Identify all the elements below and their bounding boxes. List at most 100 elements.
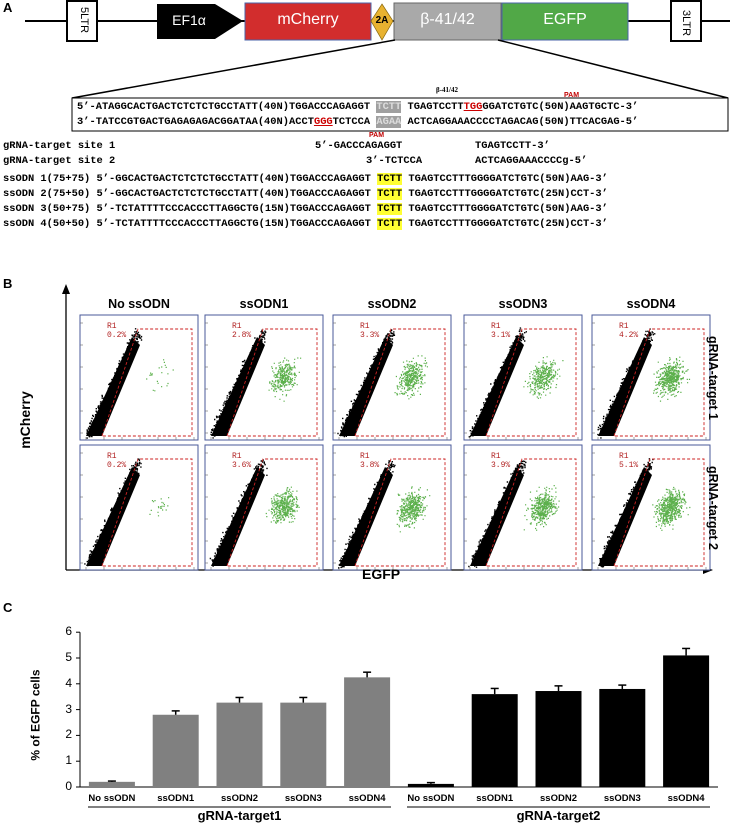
r1-gate bbox=[485, 458, 577, 567]
category-label: ssODN4 bbox=[667, 793, 705, 804]
mcherry-population-core bbox=[86, 337, 140, 436]
gate-value: 3.3% bbox=[360, 331, 380, 340]
r1-gate bbox=[613, 328, 705, 437]
category-label: No ssODN bbox=[88, 793, 136, 804]
ssodn-row: ssODN 4(50+50) 5’-TCTATTTTCCCACCCTTAGGCT… bbox=[3, 218, 608, 230]
mcherry-population-core bbox=[211, 337, 265, 436]
mcherry-population-core bbox=[339, 337, 393, 436]
gate-value: 4.2% bbox=[619, 331, 639, 340]
r1-gate bbox=[613, 458, 705, 567]
flow-plot bbox=[79, 314, 199, 441]
y-tick-label: 6 bbox=[65, 624, 72, 639]
promoter-label: EF1α bbox=[172, 12, 206, 28]
bar bbox=[535, 691, 582, 787]
flow-column-header: ssODN1 bbox=[239, 297, 289, 311]
egfp-population bbox=[265, 486, 300, 524]
flow-plot bbox=[591, 444, 711, 571]
beta-annotation: β-41/42 bbox=[436, 86, 458, 94]
r1-gate bbox=[354, 458, 446, 567]
gate-value: 2.8% bbox=[232, 331, 252, 340]
target-site-1-label: gRNA-target site 1 bbox=[3, 140, 116, 152]
mcherry-population-core bbox=[211, 467, 265, 566]
gate-label: R1 bbox=[232, 322, 242, 331]
ltr3-label: 3LTR bbox=[680, 10, 692, 37]
bar bbox=[344, 677, 391, 787]
bar bbox=[280, 702, 327, 787]
flow-column-header: ssODN4 bbox=[626, 297, 676, 311]
y-tick-label: 3 bbox=[65, 701, 72, 716]
category-label: ssODN3 bbox=[603, 793, 641, 804]
gate-label: R1 bbox=[232, 452, 242, 461]
target-site-1-seq-a: 5’-GACCCAGAGGT bbox=[315, 140, 403, 152]
gate-label: R1 bbox=[360, 322, 370, 331]
egfp-population bbox=[523, 485, 560, 531]
category-label: ssODN2 bbox=[221, 793, 258, 804]
bar bbox=[152, 714, 199, 787]
mcherry-box bbox=[244, 2, 372, 41]
gate-value: 3.9% bbox=[491, 461, 511, 470]
category-label: ssODN1 bbox=[157, 793, 195, 804]
egfp-population bbox=[268, 357, 302, 402]
bar bbox=[88, 781, 135, 787]
mcherry-population-core bbox=[470, 467, 524, 566]
beta-box bbox=[393, 2, 502, 41]
group-label: gRNA-target1 bbox=[197, 808, 282, 823]
mcherry-population-core bbox=[339, 467, 393, 566]
flow-column-header: ssODN3 bbox=[498, 297, 548, 311]
flow-plot bbox=[332, 314, 452, 441]
y-tick-label: 5 bbox=[65, 650, 72, 664]
mcherry-population-core bbox=[598, 337, 652, 436]
gate-label: R1 bbox=[107, 452, 117, 461]
y-tick-label: 2 bbox=[65, 727, 72, 742]
y-tick-label: 0 bbox=[65, 779, 72, 793]
bar-chart bbox=[76, 631, 718, 808]
gate-value: 3.1% bbox=[491, 331, 511, 340]
r1-gate bbox=[485, 328, 577, 437]
r1-gate bbox=[226, 328, 318, 437]
mcherry-label: mCherry bbox=[277, 11, 339, 28]
egfp-population bbox=[146, 359, 174, 392]
y-tick-label: 4 bbox=[65, 675, 72, 690]
mcherry-population-core bbox=[86, 467, 140, 566]
flow-plot bbox=[204, 314, 324, 441]
pam-top-label: PAM bbox=[564, 92, 580, 99]
t2a-label: 2A bbox=[375, 15, 389, 26]
panel-a-label: A bbox=[3, 0, 13, 15]
gate-label: R1 bbox=[107, 322, 117, 331]
bottom-strand: 3’-TATCCGTGACTGAGAGAGACGGATAA(40N)ACCTGG… bbox=[77, 116, 639, 128]
gate-label: R1 bbox=[619, 452, 629, 461]
category-label: ssODN2 bbox=[540, 793, 577, 804]
r1-gate bbox=[226, 458, 318, 567]
beta-label: β-41/42 bbox=[420, 11, 475, 28]
bar bbox=[471, 694, 518, 787]
flow-plot bbox=[463, 314, 583, 441]
egfp-box bbox=[501, 2, 629, 41]
top-strand: 5’-ATAGGCACTGACTCTCTCTGCCTATT(40N)TGGACC… bbox=[77, 101, 639, 113]
gate-label: R1 bbox=[619, 322, 629, 331]
promoter-arrow bbox=[157, 4, 243, 39]
group-label: gRNA-target2 bbox=[516, 808, 601, 823]
category-label: No ssODN bbox=[407, 793, 455, 804]
category-label: ssODN4 bbox=[348, 793, 386, 804]
egfp-population bbox=[396, 486, 431, 533]
gate-label: R1 bbox=[360, 452, 370, 461]
bar-y-axis-label: % of EGFP cells bbox=[28, 669, 43, 761]
egfp-label: EGFP bbox=[543, 11, 587, 28]
gate-value: 0.2% bbox=[107, 331, 127, 340]
r1-gate bbox=[354, 328, 446, 437]
flow-plot bbox=[463, 444, 583, 571]
mcherry-population-core bbox=[598, 467, 652, 566]
flow-row-label: gRNA-target 2 bbox=[706, 465, 720, 551]
target-site-2-seq-a: 3’-TCTCCA bbox=[366, 155, 423, 167]
bar bbox=[407, 783, 454, 787]
bar bbox=[599, 688, 646, 787]
y-tick-label: 1 bbox=[65, 753, 72, 768]
egfp-population bbox=[523, 356, 564, 399]
flow-column-header: No ssODN bbox=[108, 297, 170, 311]
flow-plot bbox=[332, 444, 452, 571]
gate-value: 0.2% bbox=[107, 461, 127, 470]
gate-label: R1 bbox=[491, 452, 501, 461]
gate-value: 5.1% bbox=[619, 461, 639, 470]
r1-gate bbox=[101, 458, 193, 567]
category-label: ssODN3 bbox=[284, 793, 322, 804]
